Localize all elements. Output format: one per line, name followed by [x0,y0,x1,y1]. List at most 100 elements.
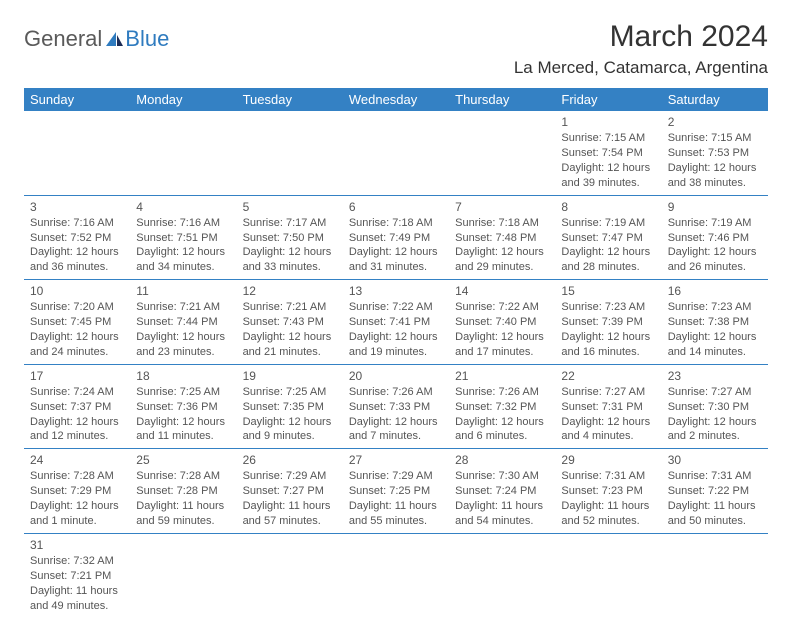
sunset-text: Sunset: 7:39 PM [561,315,655,330]
daylight-text: Daylight: 12 hours [561,245,655,260]
calendar-day-cell: 22Sunrise: 7:27 AMSunset: 7:31 PMDayligh… [555,364,661,449]
daylight-text: and 36 minutes. [30,260,124,275]
sunrise-text: Sunrise: 7:21 AM [136,300,230,315]
daylight-text: Daylight: 11 hours [668,499,762,514]
calendar-empty-cell [130,111,236,195]
sunset-text: Sunset: 7:44 PM [136,315,230,330]
logo-text-1: General [24,26,102,52]
calendar-empty-cell [343,533,449,617]
daylight-text: and 33 minutes. [243,260,337,275]
sunrise-text: Sunrise: 7:15 AM [561,131,655,146]
sunset-text: Sunset: 7:47 PM [561,231,655,246]
sunrise-text: Sunrise: 7:23 AM [668,300,762,315]
calendar-empty-cell [662,533,768,617]
daylight-text: Daylight: 12 hours [136,330,230,345]
sunrise-text: Sunrise: 7:28 AM [136,469,230,484]
day-number: 27 [349,452,443,468]
sunrise-text: Sunrise: 7:25 AM [243,385,337,400]
daylight-text: Daylight: 12 hours [561,330,655,345]
daylight-text: and 11 minutes. [136,429,230,444]
calendar-day-cell: 23Sunrise: 7:27 AMSunset: 7:30 PMDayligh… [662,364,768,449]
calendar-day-cell: 21Sunrise: 7:26 AMSunset: 7:32 PMDayligh… [449,364,555,449]
day-number: 7 [455,199,549,215]
sunset-text: Sunset: 7:21 PM [30,569,124,584]
calendar-empty-cell [24,111,130,195]
calendar-week-row: 10Sunrise: 7:20 AMSunset: 7:45 PMDayligh… [24,280,768,365]
sunrise-text: Sunrise: 7:24 AM [30,385,124,400]
calendar-day-cell: 13Sunrise: 7:22 AMSunset: 7:41 PMDayligh… [343,280,449,365]
calendar-day-cell: 27Sunrise: 7:29 AMSunset: 7:25 PMDayligh… [343,449,449,534]
daylight-text: Daylight: 12 hours [668,161,762,176]
day-number: 3 [30,199,124,215]
calendar-day-cell: 2Sunrise: 7:15 AMSunset: 7:53 PMDaylight… [662,111,768,195]
calendar-week-row: 24Sunrise: 7:28 AMSunset: 7:29 PMDayligh… [24,449,768,534]
daylight-text: Daylight: 12 hours [243,245,337,260]
calendar-day-cell: 18Sunrise: 7:25 AMSunset: 7:36 PMDayligh… [130,364,236,449]
calendar-empty-cell [343,111,449,195]
daylight-text: Daylight: 12 hours [30,499,124,514]
day-number: 4 [136,199,230,215]
calendar-day-cell: 26Sunrise: 7:29 AMSunset: 7:27 PMDayligh… [237,449,343,534]
sunrise-text: Sunrise: 7:29 AM [243,469,337,484]
calendar-day-cell: 16Sunrise: 7:23 AMSunset: 7:38 PMDayligh… [662,280,768,365]
calendar-day-cell: 7Sunrise: 7:18 AMSunset: 7:48 PMDaylight… [449,195,555,280]
daylight-text: and 52 minutes. [561,514,655,529]
calendar-day-cell: 10Sunrise: 7:20 AMSunset: 7:45 PMDayligh… [24,280,130,365]
sunrise-text: Sunrise: 7:23 AM [561,300,655,315]
sunrise-text: Sunrise: 7:18 AM [349,216,443,231]
daylight-text: Daylight: 11 hours [136,499,230,514]
daylight-text: and 31 minutes. [349,260,443,275]
daylight-text: Daylight: 12 hours [455,415,549,430]
daylight-text: and 12 minutes. [30,429,124,444]
day-number: 6 [349,199,443,215]
sunset-text: Sunset: 7:24 PM [455,484,549,499]
day-number: 28 [455,452,549,468]
sunset-text: Sunset: 7:32 PM [455,400,549,415]
logo-sail-icon [104,30,124,48]
sunset-text: Sunset: 7:33 PM [349,400,443,415]
daylight-text: Daylight: 12 hours [455,245,549,260]
day-number: 20 [349,368,443,384]
sunrise-text: Sunrise: 7:31 AM [668,469,762,484]
sunrise-text: Sunrise: 7:21 AM [243,300,337,315]
daylight-text: and 4 minutes. [561,429,655,444]
daylight-text: Daylight: 12 hours [136,245,230,260]
sunset-text: Sunset: 7:23 PM [561,484,655,499]
sunset-text: Sunset: 7:50 PM [243,231,337,246]
calendar-day-cell: 24Sunrise: 7:28 AMSunset: 7:29 PMDayligh… [24,449,130,534]
daylight-text: Daylight: 12 hours [30,245,124,260]
day-number: 12 [243,283,337,299]
sunset-text: Sunset: 7:28 PM [136,484,230,499]
daylight-text: Daylight: 12 hours [349,330,443,345]
day-number: 11 [136,283,230,299]
day-number: 18 [136,368,230,384]
day-header-row: Sunday Monday Tuesday Wednesday Thursday… [24,88,768,111]
daylight-text: and 50 minutes. [668,514,762,529]
daylight-text: Daylight: 11 hours [455,499,549,514]
sunrise-text: Sunrise: 7:31 AM [561,469,655,484]
header: General Blue March 2024 La Merced, Catam… [24,20,768,86]
daylight-text: and 38 minutes. [668,176,762,191]
sunset-text: Sunset: 7:25 PM [349,484,443,499]
sunset-text: Sunset: 7:27 PM [243,484,337,499]
daylight-text: and 17 minutes. [455,345,549,360]
daylight-text: Daylight: 12 hours [668,245,762,260]
daylight-text: Daylight: 11 hours [349,499,443,514]
calendar-empty-cell [449,111,555,195]
daylight-text: and 26 minutes. [668,260,762,275]
day-number: 10 [30,283,124,299]
sunset-text: Sunset: 7:31 PM [561,400,655,415]
daylight-text: and 57 minutes. [243,514,337,529]
calendar-week-row: 31Sunrise: 7:32 AMSunset: 7:21 PMDayligh… [24,533,768,617]
day-number: 9 [668,199,762,215]
calendar-empty-cell [130,533,236,617]
calendar-week-row: 17Sunrise: 7:24 AMSunset: 7:37 PMDayligh… [24,364,768,449]
day-number: 29 [561,452,655,468]
calendar-day-cell: 28Sunrise: 7:30 AMSunset: 7:24 PMDayligh… [449,449,555,534]
calendar-day-cell: 8Sunrise: 7:19 AMSunset: 7:47 PMDaylight… [555,195,661,280]
sunrise-text: Sunrise: 7:22 AM [455,300,549,315]
day-number: 2 [668,114,762,130]
daylight-text: Daylight: 11 hours [30,584,124,599]
daylight-text: Daylight: 12 hours [349,415,443,430]
calendar-day-cell: 17Sunrise: 7:24 AMSunset: 7:37 PMDayligh… [24,364,130,449]
